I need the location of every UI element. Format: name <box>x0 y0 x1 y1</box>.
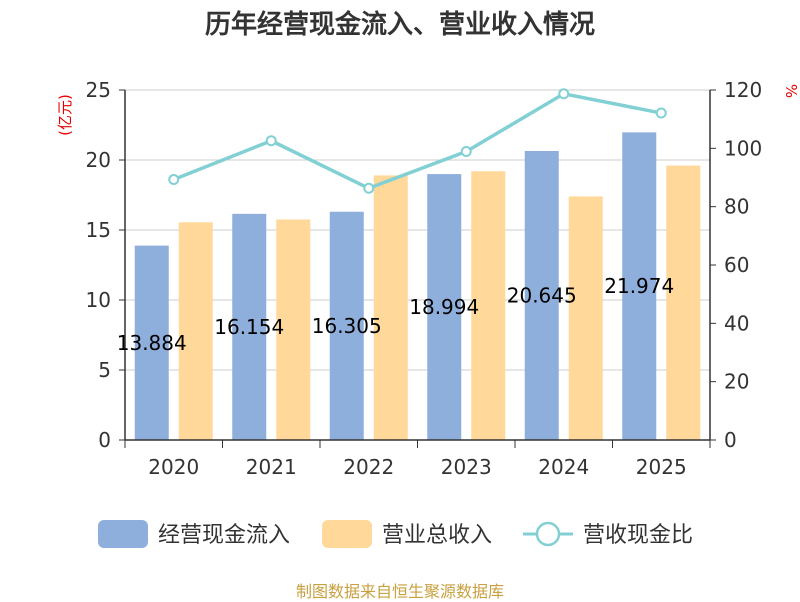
data-label-cash-inflow-2024: 20.645 <box>507 283 577 307</box>
x-tick-label: 2025 <box>636 455 687 479</box>
legend-swatch-revenue <box>322 520 372 548</box>
y-left-tick-label: 15 <box>86 218 111 242</box>
bar-cash-inflow-2021 <box>232 213 267 440</box>
legend-label-revenue: 营业总收入 <box>382 523 492 548</box>
bars-group <box>134 132 701 441</box>
line-point-2023 <box>460 146 472 158</box>
y-left-tick-label: 25 <box>86 78 111 102</box>
line-revenue-cash-ratio <box>173 92 662 191</box>
line-point-2020 <box>168 174 180 186</box>
y-left-tick-label: 0 <box>98 428 111 452</box>
bar-revenue-2022 <box>373 175 408 440</box>
data-labels-group: 13.884 16.154 16.305 18.994 20.645 21.974 <box>117 274 674 355</box>
y-right-tick-label: 40 <box>724 311 749 335</box>
bar-cash-inflow-2023 <box>427 174 462 441</box>
bar-revenue-2021 <box>276 219 311 440</box>
legend-swatch-marker <box>535 521 561 547</box>
y-right-tick-label: 0 <box>724 428 737 452</box>
bar-cash-inflow-2020 <box>134 245 169 440</box>
data-label-cash-inflow-2021: 16.154 <box>214 315 284 339</box>
legend: 经营现金流入 营业总收入 营收现金比 <box>98 520 693 548</box>
y-right-unit: % <box>782 84 800 98</box>
bar-revenue-2023 <box>471 171 506 440</box>
data-label-cash-inflow-2020: 13.884 <box>117 331 187 355</box>
legend-label-ratio: 营收现金比 <box>583 523 693 548</box>
chart-title: 历年经营现金流入、营业收入情况 <box>204 10 595 40</box>
legend-label-cash-inflow: 经营现金流入 <box>158 523 290 548</box>
x-tick-label: 2024 <box>538 455 589 479</box>
y-left-tick-label: 20 <box>86 148 111 172</box>
y-right-tick-label: 60 <box>724 253 749 277</box>
y-right-tick-label: 120 <box>724 78 762 102</box>
bar-cash-inflow-2022 <box>329 211 364 440</box>
x-tick-label: 2020 <box>148 455 199 479</box>
bar-cash-inflow-2024 <box>524 150 559 440</box>
source-note: 制图数据来自恒生聚源数据库 <box>295 582 504 601</box>
y-left-unit: (亿元) <box>56 94 74 136</box>
x-tick-label: 2023 <box>441 455 492 479</box>
y-left-tick-label: 10 <box>86 288 111 312</box>
legend-swatch-cash-inflow <box>98 520 148 548</box>
line-point-2024 <box>558 88 570 100</box>
line-point-2025 <box>655 107 667 119</box>
y-right-tick-label: 20 <box>724 370 749 394</box>
x-tick-label: 2022 <box>343 455 394 479</box>
data-label-cash-inflow-2025: 21.974 <box>604 274 674 298</box>
bar-revenue-2020 <box>178 222 213 440</box>
x-tick-label: 2021 <box>246 455 297 479</box>
bar-revenue-2025 <box>666 165 701 440</box>
line-point-2022 <box>363 182 375 194</box>
y-right-tick-label: 100 <box>724 136 762 160</box>
data-label-cash-inflow-2023: 18.994 <box>409 295 479 319</box>
y-left-tick-label: 5 <box>98 358 111 382</box>
line-point-2021 <box>265 135 277 147</box>
data-label-cash-inflow-2022: 16.305 <box>312 314 382 338</box>
line-series-group <box>168 88 667 194</box>
y-right-tick-label: 80 <box>724 195 749 219</box>
bar-revenue-2024 <box>568 196 603 440</box>
bar-cash-inflow-2025 <box>622 132 657 440</box>
